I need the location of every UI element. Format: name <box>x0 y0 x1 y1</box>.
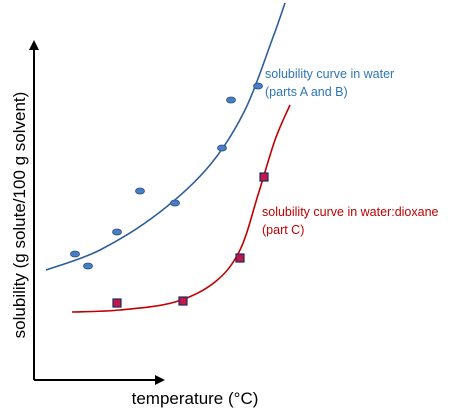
water-point-6 <box>217 144 227 152</box>
water-point-2 <box>83 262 93 270</box>
curves-group <box>45 2 291 313</box>
water-point-3 <box>112 228 122 236</box>
water-point-1 <box>70 250 80 258</box>
dioxane-series-label: solubility curve in water:dioxane (part … <box>262 205 442 237</box>
water-curve <box>45 2 286 271</box>
dioxane-label-line-2: (part C) <box>262 223 304 237</box>
water-point-8 <box>253 82 263 90</box>
water-series-label: solubility curve in water (parts A and B… <box>265 67 398 99</box>
dioxane-label-line-1: solubility curve in water:dioxane <box>262 205 439 219</box>
water-label-line-1: solubility curve in water <box>265 67 394 81</box>
dioxane-point-2 <box>178 296 188 306</box>
dioxane-point-3 <box>235 253 245 263</box>
water-label-line-2: (parts A and B) <box>265 85 348 99</box>
water-point-7 <box>226 96 236 104</box>
x-axis-title: temperature (°C) <box>132 389 259 408</box>
points-group <box>70 82 269 308</box>
y-axis-title: solubility (g solute/100 g solvent) <box>10 92 29 339</box>
dioxane-point-4 <box>259 172 269 182</box>
dioxane-point-1 <box>112 298 122 308</box>
water-point-4 <box>135 187 145 195</box>
water-point-5 <box>170 199 180 207</box>
dioxane-curve <box>71 104 291 313</box>
